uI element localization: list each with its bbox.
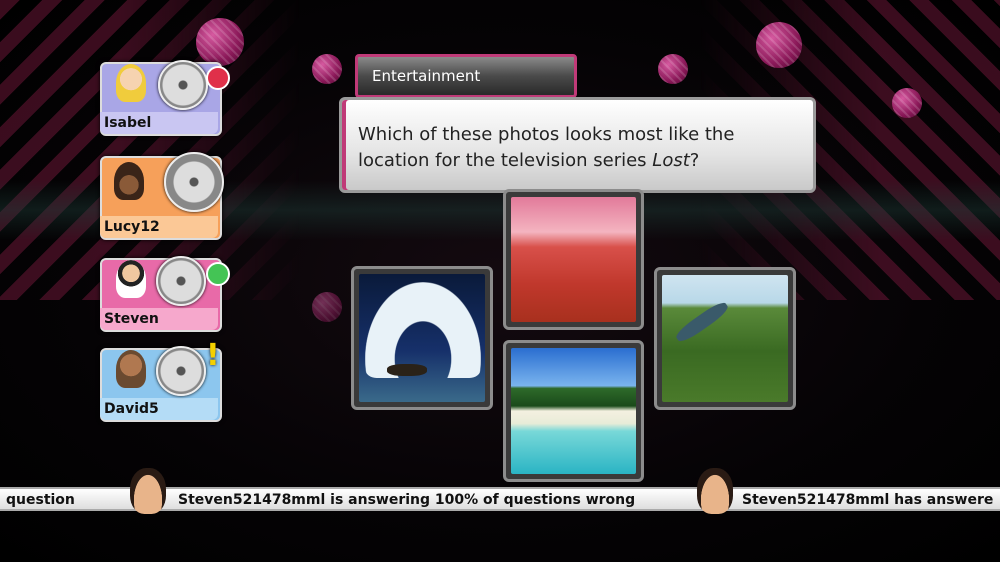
film-reel-icon [156,256,206,306]
alert-icon: ! [206,338,220,373]
answer-photo-jungle-river[interactable] [654,267,796,410]
answer-photo-red-desert-dunes[interactable] [503,189,644,330]
avatar [114,162,144,200]
ticker-avatar [130,468,166,514]
decor-orb [312,292,342,322]
status-red-icon [206,66,230,90]
ticker-avatar [697,468,733,514]
player-name: David5 [100,398,218,420]
player-card-lucy12: Lucy12 [100,152,240,240]
question-box: Which of these photos looks most like th… [339,97,816,193]
film-reel-icon [156,346,206,396]
avatar [116,260,146,298]
player-card-steven: Steven [100,254,240,332]
decor-orb [196,18,244,66]
decor-orb [892,88,922,118]
question-part: ? [689,150,700,171]
category-text: Entertainment [372,67,481,85]
question-emphasis: Lost [652,150,690,171]
answer-photo-iceberg-arch[interactable] [351,266,493,410]
player-card-isabel: Isabel [100,58,240,136]
status-green-icon [206,262,230,286]
avatar [116,350,146,388]
background-stripes-left [0,0,300,300]
ticker-message: question [6,492,75,508]
film-reel-icon [158,60,208,110]
decor-orb [756,22,802,68]
decor-orb [658,54,688,84]
decor-orb [312,54,342,84]
question-part: Which of these photos looks most like th… [358,124,735,171]
answer-photo-tropical-beach[interactable] [503,340,644,482]
player-name: Isabel [100,112,218,134]
film-reel-icon [164,152,224,212]
ticker-message: Steven521478mml is answering 100% of que… [178,492,636,508]
category-label: Entertainment [355,54,577,98]
player-name: Lucy12 [100,216,218,238]
question-text: Which of these photos looks most like th… [358,122,798,174]
player-card-david5: David5 ! [100,338,240,422]
news-ticker: question Steven521478mml is answering 10… [0,487,1000,511]
player-name: Steven [100,308,218,330]
ticker-message: Steven521478mml has answere [742,492,994,508]
avatar [116,64,146,102]
